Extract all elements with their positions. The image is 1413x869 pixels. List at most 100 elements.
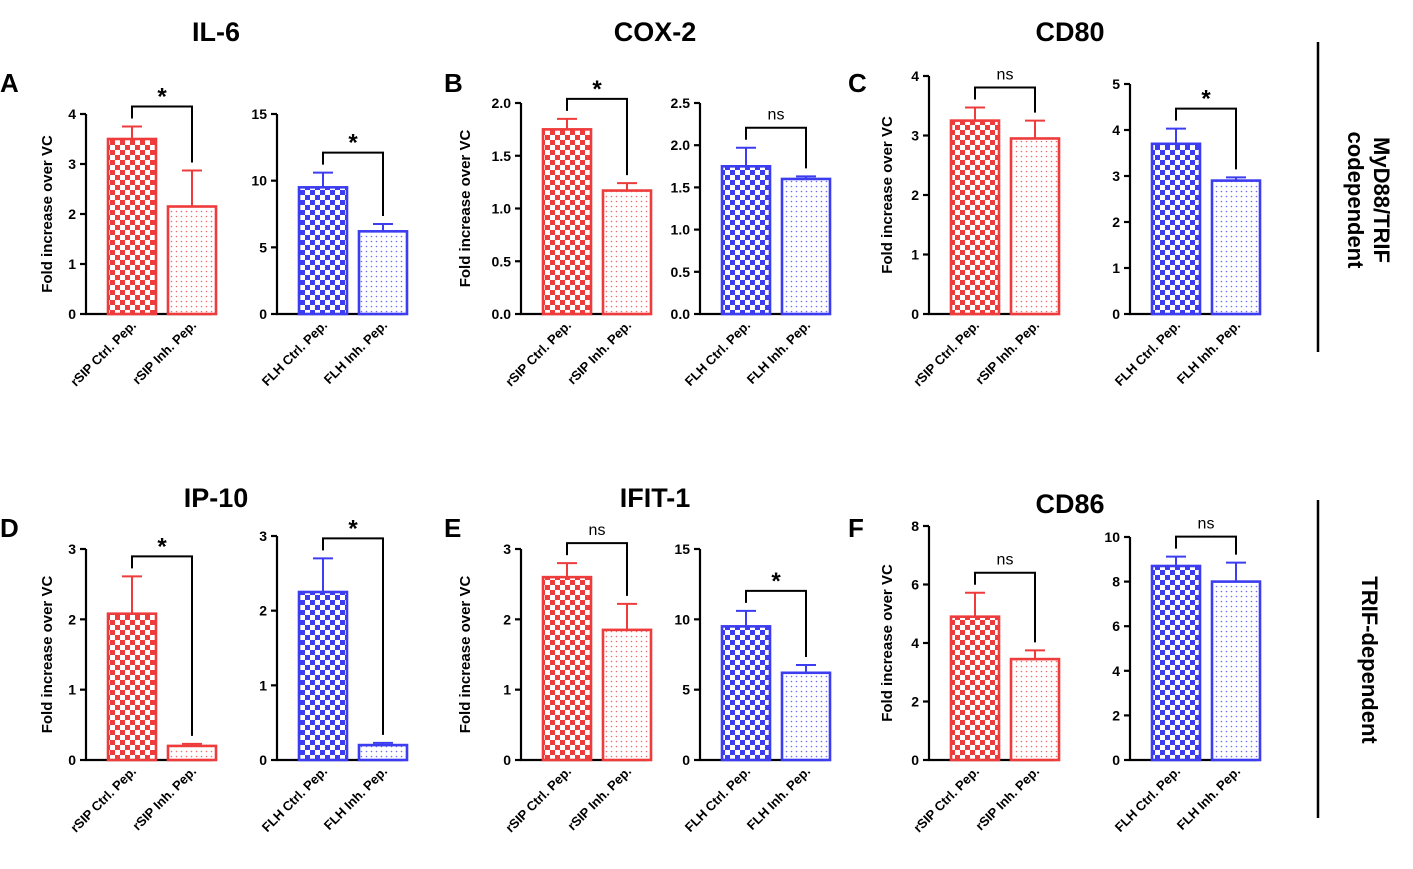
significance-bracket-b-flh [745,126,807,169]
bar-b-rsip-ctrl [541,128,593,316]
chart-e-flh: 0 5 10 15 FLH Ctrl. Pep.FLH Inh. Pep. * [674,541,832,835]
y-axis-label-b: Fold increase over VC [457,130,474,288]
category-label-f-flh-0: FLH Ctrl. Pep. [1112,764,1183,835]
panel-letter-c: C [848,68,867,98]
significance-label-e-rsip: ns [589,522,606,539]
category-label-c-rsip-0: rSIP Ctrl. Pep. [910,318,982,390]
bar-e-rsip-inh [601,628,653,762]
y-tick-label-c-flh-3: 3 [1112,168,1120,184]
panel-letter-d: D [0,513,19,543]
y-tick-label-b-rsip-2: 1.0 [492,201,512,217]
chart-d-flh: 0 1 2 3 FLH Ctrl. Pep.FLH Inh. Pep. * [259,515,409,835]
significance-bracket-d-rsip [131,555,193,736]
panel-letter-f: F [848,513,864,543]
y-tick-label-b-flh-4: 2.0 [671,137,691,153]
bar-b-flh-inh [780,177,832,316]
significance-label-f-flh: ns [1198,516,1215,533]
bar-d-flh-inh [357,743,409,762]
chart-a-rsip: IL-6 A Fold increase over VC 0 1 2 3 4 rSIP Ctrl… [0,17,240,389]
significance-bracket-a-flh [322,151,384,216]
y-tick-label-a-rsip-1: 1 [68,256,76,272]
y-tick-label-c-flh-4: 4 [1112,122,1120,138]
y-tick-label-c-rsip-4: 4 [911,68,919,84]
y-tick-label-f-flh-3: 6 [1112,618,1120,634]
y-tick-label-c-rsip-0: 0 [911,306,919,322]
significance-bracket-d-flh [322,537,384,735]
y-tick-label-f-rsip-1: 2 [911,694,919,710]
side-label-myd88-line1: MyD88/TRIF [1369,137,1394,263]
bar-a-rsip-ctrl [106,137,158,316]
y-tick-label-e-flh-1: 5 [682,682,690,698]
category-label-b-rsip-1: rSIP Inh. Pep. [564,318,634,388]
y-tick-label-e-rsip-0: 0 [503,752,511,768]
y-tick-label-b-flh-1: 0.5 [671,264,691,280]
y-tick-label-b-flh-5: 2.5 [671,95,691,111]
panel-title-e: IFIT-1 [620,483,691,513]
category-label-a-flh-0: FLH Ctrl. Pep. [259,318,330,389]
panel-title-f: CD86 [1035,489,1104,519]
y-tick-label-b-rsip-4: 2.0 [492,95,512,111]
y-tick-label-a-rsip-2: 2 [68,206,76,222]
y-tick-label-e-rsip-1: 1 [503,682,511,698]
chart-b-flh: 0.0 0.5 1.0 1.5 2.0 2.5 FLH Ctrl. Pep.FLH Inh.… [671,95,832,389]
panel-title-c: CD80 [1035,17,1104,47]
y-tick-label-e-flh-2: 10 [674,611,690,627]
bar-d-rsip-ctrl [106,612,158,762]
bar-f-flh-ctrl [1150,564,1202,762]
bar-c-rsip-ctrl [949,119,1001,316]
significance-bracket-e-rsip [566,542,628,596]
category-label-a-rsip-0: rSIP Ctrl. Pep. [67,318,139,390]
bar-f-rsip-inh [1009,657,1061,762]
bar-b-rsip-inh [601,189,653,316]
chart-a-flh: 0 5 10 15 FLH Ctrl. Pep.FLH Inh. Pep. * [251,106,409,389]
significance-label-c-rsip: ns [997,67,1014,84]
y-axis-label-e: Fold increase over VC [457,576,474,734]
significance-label-e-flh: * [771,568,781,595]
y-tick-label-b-flh-2: 1.0 [671,222,691,238]
y-tick-label-c-rsip-2: 2 [911,187,919,203]
significance-label-f-rsip: ns [997,552,1014,569]
chart-e-rsip: IFIT-1 E Fold increase over VC 0 1 2 3 rSIP Ctr… [444,483,690,835]
significance-bracket-f-rsip [974,571,1036,643]
bar-a-rsip-inh [166,205,218,316]
panel-title-b: COX-2 [614,17,697,47]
category-label-c-flh-0: FLH Ctrl. Pep. [1112,318,1183,389]
y-tick-label-a-flh-2: 10 [251,173,267,189]
y-tick-label-b-flh-3: 1.5 [671,179,691,195]
y-tick-label-d-rsip-3: 3 [68,541,76,557]
category-label-d-rsip-1: rSIP Inh. Pep. [129,764,199,834]
y-tick-label-e-rsip-2: 2 [503,611,511,627]
panel-title-d: IP-10 [184,483,249,513]
y-tick-label-c-flh-1: 1 [1112,260,1120,276]
y-axis-label-f: Fold increase over VC [879,564,896,722]
significance-bracket-f-flh [1175,535,1237,555]
category-label-b-flh-1: FLH Inh. Pep. [744,318,813,387]
chart-d-rsip: IP-10 D Fold increase over VC 0 1 2 3 rSIP Ctrl… [0,483,248,835]
y-tick-label-b-flh-0: 0.0 [671,306,691,322]
panel-letter-a: A [0,68,19,98]
y-tick-label-b-rsip-0: 0.0 [492,306,512,322]
y-tick-label-d-flh-0: 0 [259,752,267,768]
y-tick-label-f-flh-4: 8 [1112,574,1120,590]
y-tick-label-e-rsip-3: 3 [503,541,511,557]
category-label-e-flh-0: FLH Ctrl. Pep. [682,764,753,835]
significance-label-d-rsip: * [157,533,167,560]
side-label-trif: TRIF-dependent [1357,576,1382,744]
y-axis-label-c: Fold increase over VC [879,116,896,274]
bar-c-flh-ctrl [1150,142,1202,316]
y-tick-label-f-flh-0: 0 [1112,752,1120,768]
y-tick-label-c-flh-0: 0 [1112,306,1120,322]
bar-d-rsip-inh [166,744,218,762]
y-tick-label-c-rsip-3: 3 [911,128,919,144]
category-label-d-flh-1: FLH Inh. Pep. [321,764,390,833]
chart-b-rsip: COX-2 B Fold increase over VC 0.0 0.5 1.0 1.5 2… [444,17,696,389]
y-tick-label-f-rsip-0: 0 [911,752,919,768]
category-label-f-rsip-0: rSIP Ctrl. Pep. [910,764,982,836]
category-label-e-flh-1: FLH Inh. Pep. [744,764,813,833]
y-tick-label-b-rsip-3: 1.5 [492,148,512,164]
category-label-e-rsip-0: rSIP Ctrl. Pep. [502,764,574,836]
y-axis-label-d: Fold increase over VC [39,576,56,734]
significance-label-a-flh: * [348,130,358,157]
bar-a-flh-ctrl [297,186,349,316]
y-tick-label-d-flh-3: 3 [259,528,267,544]
